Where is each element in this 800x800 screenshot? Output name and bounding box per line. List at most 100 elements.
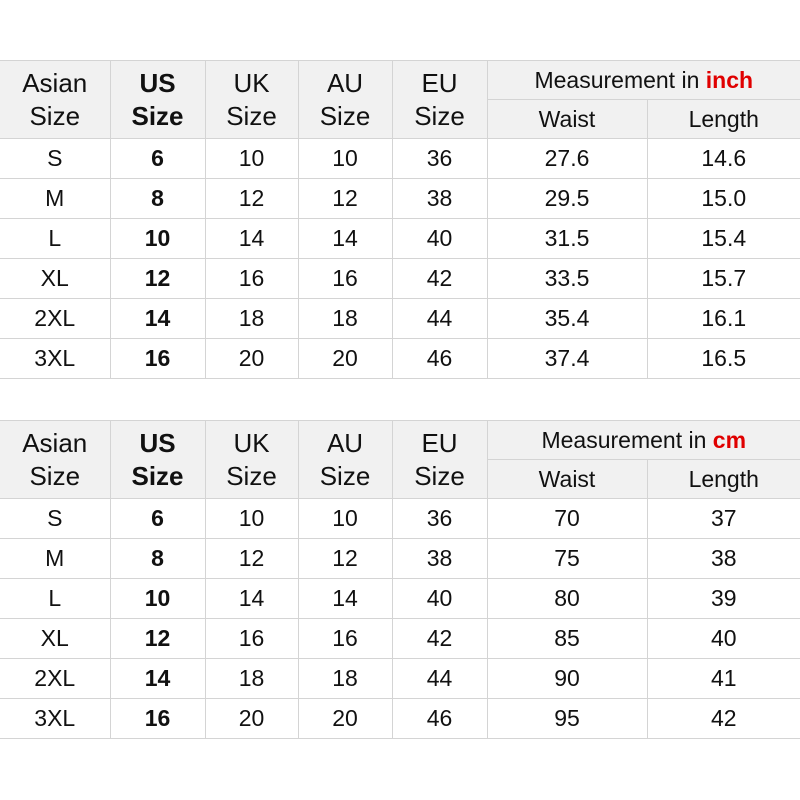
- cell: 14: [297, 218, 393, 259]
- cell: 20: [297, 338, 393, 379]
- cell: 70: [486, 498, 648, 539]
- cell: 18: [297, 658, 393, 699]
- cell: 18: [297, 298, 393, 339]
- cell: M: [0, 178, 111, 219]
- table-row: S 6 10 10 36 70 37: [0, 498, 800, 539]
- cell: 6: [109, 498, 206, 539]
- cell: 40: [391, 578, 488, 619]
- header-eu-size: EU Size: [391, 420, 488, 499]
- cell: 12: [109, 258, 206, 299]
- cell: 18: [204, 658, 299, 699]
- cell: 16: [297, 618, 393, 659]
- cell: 46: [391, 338, 488, 379]
- cell: 12: [204, 538, 299, 579]
- cell: 42: [646, 698, 800, 739]
- cell: 14: [109, 298, 206, 339]
- cell: 37.4: [486, 338, 648, 379]
- header-length: Length: [646, 99, 800, 139]
- cell: 10: [109, 218, 206, 259]
- header-length: Length: [646, 459, 800, 499]
- cell: 16: [109, 338, 206, 379]
- cell: 16: [297, 258, 393, 299]
- cell: 95: [486, 698, 648, 739]
- cell: 20: [204, 338, 299, 379]
- cell: 16: [204, 618, 299, 659]
- cell: 42: [391, 258, 488, 299]
- cell: 10: [109, 578, 206, 619]
- cell: 14: [109, 658, 206, 699]
- table-row: L 10 14 14 40 80 39: [0, 578, 800, 619]
- cell: 80: [486, 578, 648, 619]
- header-waist: Waist: [487, 459, 648, 499]
- cell: L: [0, 578, 111, 619]
- cell: 6: [109, 138, 206, 179]
- header-waist: Waist: [487, 99, 648, 139]
- cell: 29.5: [486, 178, 648, 219]
- table-row: XL 12 16 16 42 33.5 15.7: [0, 258, 800, 299]
- cell: 90: [486, 658, 648, 699]
- cell: 27.6: [486, 138, 648, 179]
- cell: 85: [486, 618, 648, 659]
- cell: 20: [204, 698, 299, 739]
- cell: 37: [646, 498, 800, 539]
- cell: 46: [391, 698, 488, 739]
- header-au-size: AU Size: [297, 60, 393, 139]
- header-uk-size: UK Size: [204, 420, 299, 499]
- table-row: M 8 12 12 38 75 38: [0, 538, 800, 579]
- cell: 8: [109, 538, 206, 579]
- cell: 14: [204, 578, 299, 619]
- cell: 2XL: [0, 298, 111, 339]
- header-us-size: US Size: [109, 420, 206, 499]
- cell: 8: [109, 178, 206, 219]
- cell: S: [0, 498, 111, 539]
- cell: 3XL: [0, 698, 111, 739]
- cell: 44: [391, 298, 488, 339]
- header-measurement: Measurement in inch: [486, 60, 800, 100]
- header-asian-size: Asian Size: [0, 420, 111, 499]
- header-measurement: Measurement in cm: [486, 420, 800, 460]
- cell: 36: [391, 138, 488, 179]
- cell: L: [0, 218, 111, 259]
- table-row: 3XL 16 20 20 46 95 42: [0, 698, 800, 739]
- table-row: XL 12 16 16 42 85 40: [0, 618, 800, 659]
- cell: 10: [204, 138, 299, 179]
- cell: 10: [204, 498, 299, 539]
- header-au-size: AU Size: [297, 420, 393, 499]
- cell: M: [0, 538, 111, 579]
- cell: 38: [391, 178, 488, 219]
- cell: 16: [109, 698, 206, 739]
- cell: 39: [646, 578, 800, 619]
- cell: 12: [297, 538, 393, 579]
- cell: 15.0: [646, 178, 800, 219]
- cell: 2XL: [0, 658, 111, 699]
- cell: 20: [297, 698, 393, 739]
- unit-label: inch: [705, 67, 754, 93]
- size-chart-table-cm: Asian Size US Size UK Size AU Size EU Size Measur…: [0, 420, 800, 739]
- cell: 16: [204, 258, 299, 299]
- cell: 10: [297, 498, 393, 539]
- header-eu-size: EU Size: [391, 60, 488, 139]
- cell: 12: [204, 178, 299, 219]
- cell: 35.4: [486, 298, 648, 339]
- header-asian-size: Asian Size: [0, 60, 111, 139]
- cell: XL: [0, 618, 111, 659]
- cell: 10: [297, 138, 393, 179]
- cell: 15.4: [646, 218, 800, 259]
- cell: 75: [486, 538, 648, 579]
- table-row: M 8 12 12 38 29.5 15.0: [0, 178, 800, 219]
- cell: 41: [646, 658, 800, 699]
- header-us-size: US Size: [109, 60, 206, 139]
- cell: 36: [391, 498, 488, 539]
- cell: 3XL: [0, 338, 111, 379]
- cell: 33.5: [486, 258, 648, 299]
- cell: 44: [391, 658, 488, 699]
- cell: 16.1: [646, 298, 800, 339]
- cell: 31.5: [486, 218, 648, 259]
- cell: XL: [0, 258, 111, 299]
- cell: 15.7: [646, 258, 800, 299]
- table-row: 2XL 14 18 18 44 90 41: [0, 658, 800, 699]
- cell: 14: [297, 578, 393, 619]
- cell: 38: [646, 538, 800, 579]
- cell: 12: [109, 618, 206, 659]
- cell: 12: [297, 178, 393, 219]
